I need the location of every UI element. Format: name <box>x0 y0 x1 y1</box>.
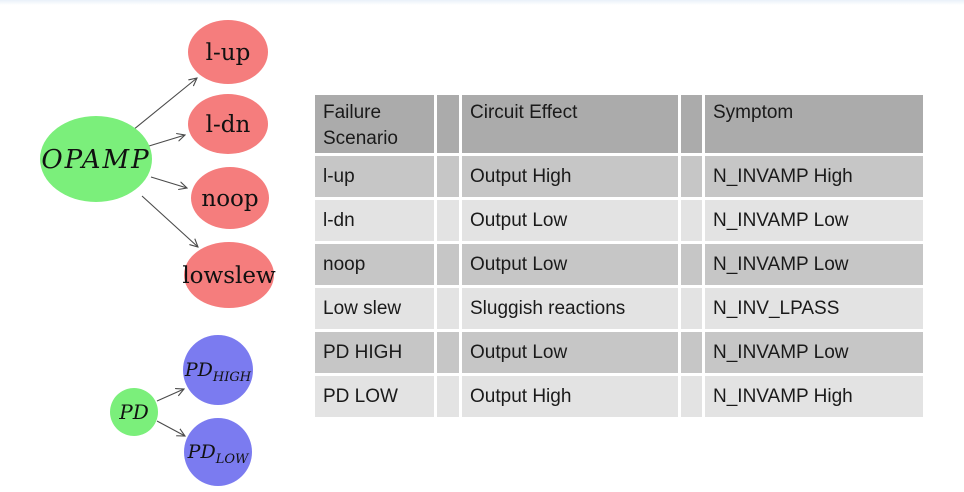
header-failure-scenario: Failure Scenario <box>315 95 434 153</box>
node-ldn <box>188 94 268 154</box>
cell-r4-spacer-1 <box>437 288 459 329</box>
edge-opamp-noop <box>150 176 187 188</box>
cell-r1-effect: Output High <box>462 156 678 197</box>
edge-opamp-lowslew <box>141 195 198 247</box>
fault-tree-diagram: OPAMP l-up l-dn noop lowslew PD PDHIGH P… <box>40 20 276 486</box>
node-pd <box>110 388 158 436</box>
cell-r1-spacer-2 <box>681 156 702 197</box>
edge-opamp-ldn <box>148 135 185 147</box>
node-opamp <box>40 116 152 202</box>
node-pd-low-label: PDLOW <box>187 441 250 467</box>
cell-r6-spacer-1 <box>437 376 459 417</box>
node-noop-label: noop <box>201 186 258 212</box>
cell-r6-spacer-2 <box>681 376 702 417</box>
cell-r5-spacer-2 <box>681 332 702 373</box>
cell-r5-symptom: N_INVAMP Low <box>705 332 923 373</box>
header-symptom: Symptom <box>705 95 923 153</box>
node-pd-low <box>184 418 252 486</box>
edge-pd-pdhigh <box>156 389 184 402</box>
edge-pd-pdlow <box>156 420 185 436</box>
node-pd-high <box>183 335 253 405</box>
header-spacer-2 <box>681 95 702 153</box>
node-lup <box>188 20 268 84</box>
cell-r4-spacer-2 <box>681 288 702 329</box>
cell-r2-effect: Output Low <box>462 200 678 241</box>
cell-r5-scenario: PD HIGH <box>315 332 434 373</box>
cell-r1-symptom: N_INVAMP High <box>705 156 923 197</box>
node-lowslew-label: lowslew <box>182 263 276 289</box>
cell-r1-scenario: l-up <box>315 156 434 197</box>
node-lup-label: l-up <box>206 40 251 66</box>
node-lowslew <box>184 242 274 308</box>
cell-r1-spacer-1 <box>437 156 459 197</box>
cell-r3-scenario: noop <box>315 244 434 285</box>
top-edge-tint <box>0 0 964 5</box>
cell-r2-spacer-1 <box>437 200 459 241</box>
cell-r6-symptom: N_INVAMP High <box>705 376 923 417</box>
opamp-tree: OPAMP l-up l-dn noop lowslew <box>40 20 276 308</box>
node-opamp-label: OPAMP <box>41 145 150 175</box>
failure-table: Failure Scenario Circuit Effect Symptom … <box>315 95 923 417</box>
node-pd-high-label: PDHIGH <box>184 359 252 385</box>
cell-r2-scenario: l-dn <box>315 200 434 241</box>
cell-r4-effect: Sluggish reactions <box>462 288 678 329</box>
edge-opamp-lup <box>132 78 197 131</box>
cell-r6-scenario: PD LOW <box>315 376 434 417</box>
node-ldn-label: l-dn <box>206 112 251 138</box>
cell-r3-effect: Output Low <box>462 244 678 285</box>
cell-r3-symptom: N_INVAMP Low <box>705 244 923 285</box>
cell-r3-spacer-2 <box>681 244 702 285</box>
node-noop <box>191 167 269 229</box>
cell-r2-symptom: N_INVAMP Low <box>705 200 923 241</box>
cell-r2-spacer-2 <box>681 200 702 241</box>
header-circuit-effect: Circuit Effect <box>462 95 678 153</box>
cell-r4-symptom: N_INV_LPASS <box>705 288 923 329</box>
pd-tree: PD PDHIGH PDLOW <box>110 335 253 486</box>
header-spacer-1 <box>437 95 459 153</box>
cell-r6-effect: Output High <box>462 376 678 417</box>
cell-r5-effect: Output Low <box>462 332 678 373</box>
cell-r5-spacer-1 <box>437 332 459 373</box>
cell-r4-scenario: Low slew <box>315 288 434 329</box>
node-pd-label: PD <box>118 400 149 424</box>
cell-r3-spacer-1 <box>437 244 459 285</box>
